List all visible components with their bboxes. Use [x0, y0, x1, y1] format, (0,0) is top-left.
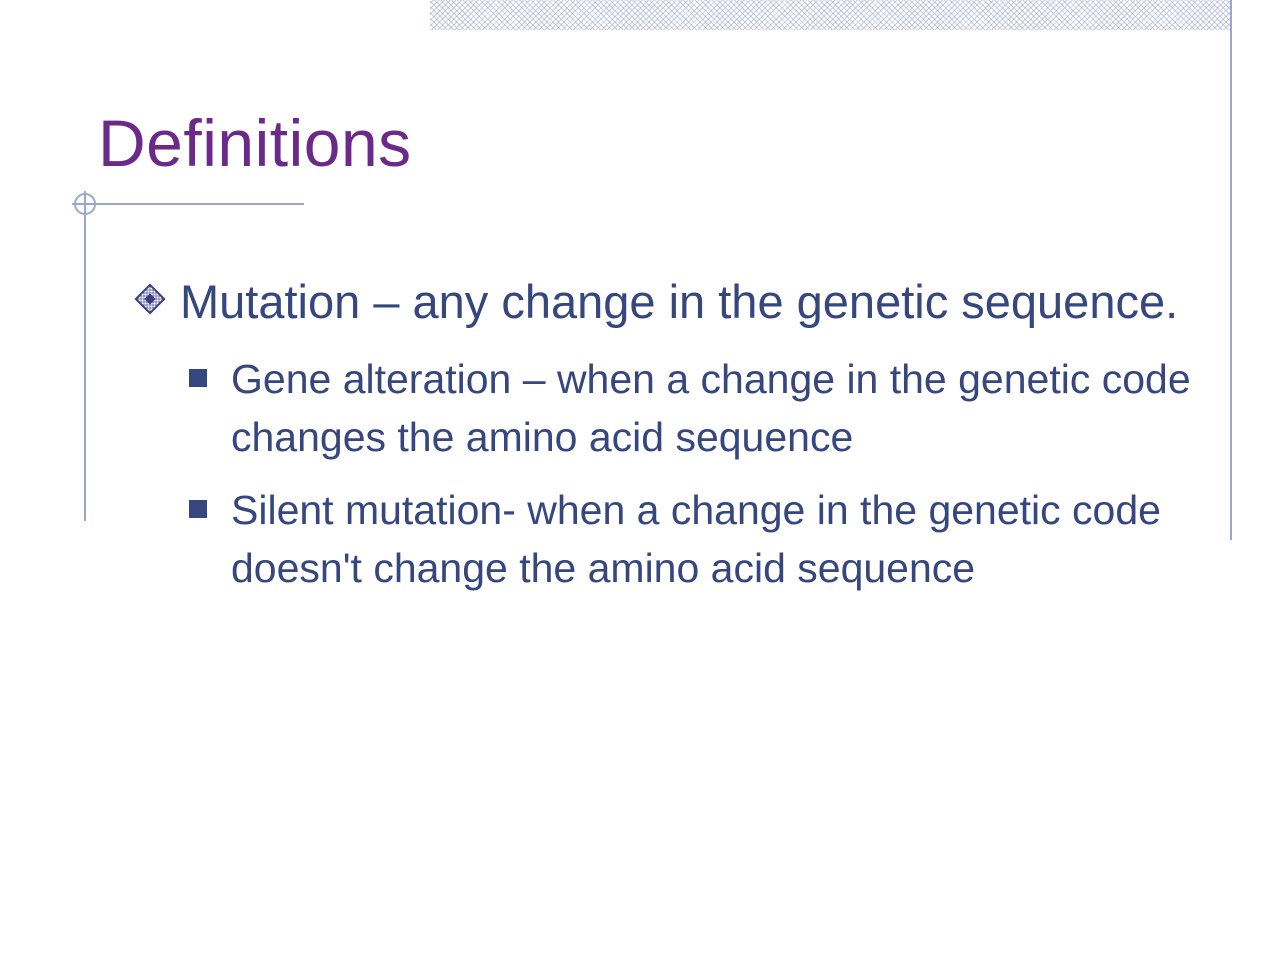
- decor-side-line: [1230, 0, 1232, 540]
- slide-title: Definitions: [98, 105, 412, 181]
- decor-title-rule: [72, 203, 304, 205]
- bullet-lvl1-text: Mutation – any change in the genetic seq…: [180, 275, 1178, 328]
- decor-title-rule-vertical: [84, 203, 86, 521]
- bullet-lvl2-text: Silent mutation- when a change in the ge…: [231, 487, 1161, 590]
- bullet-lvl2: Silent mutation- when a change in the ge…: [189, 482, 1200, 597]
- bullet-lvl1: Mutation – any change in the genetic seq…: [135, 270, 1200, 333]
- compass-icon: [74, 193, 96, 215]
- diamond-bullet-icon: [135, 284, 165, 314]
- decor-top-hatch: [430, 0, 1230, 30]
- sublist: Gene alteration – when a change in the g…: [189, 351, 1200, 597]
- slide-body: Mutation – any change in the genetic seq…: [135, 270, 1200, 613]
- bullet-lvl2-text: Gene alteration – when a change in the g…: [231, 356, 1191, 459]
- bullet-lvl2: Gene alteration – when a change in the g…: [189, 351, 1200, 466]
